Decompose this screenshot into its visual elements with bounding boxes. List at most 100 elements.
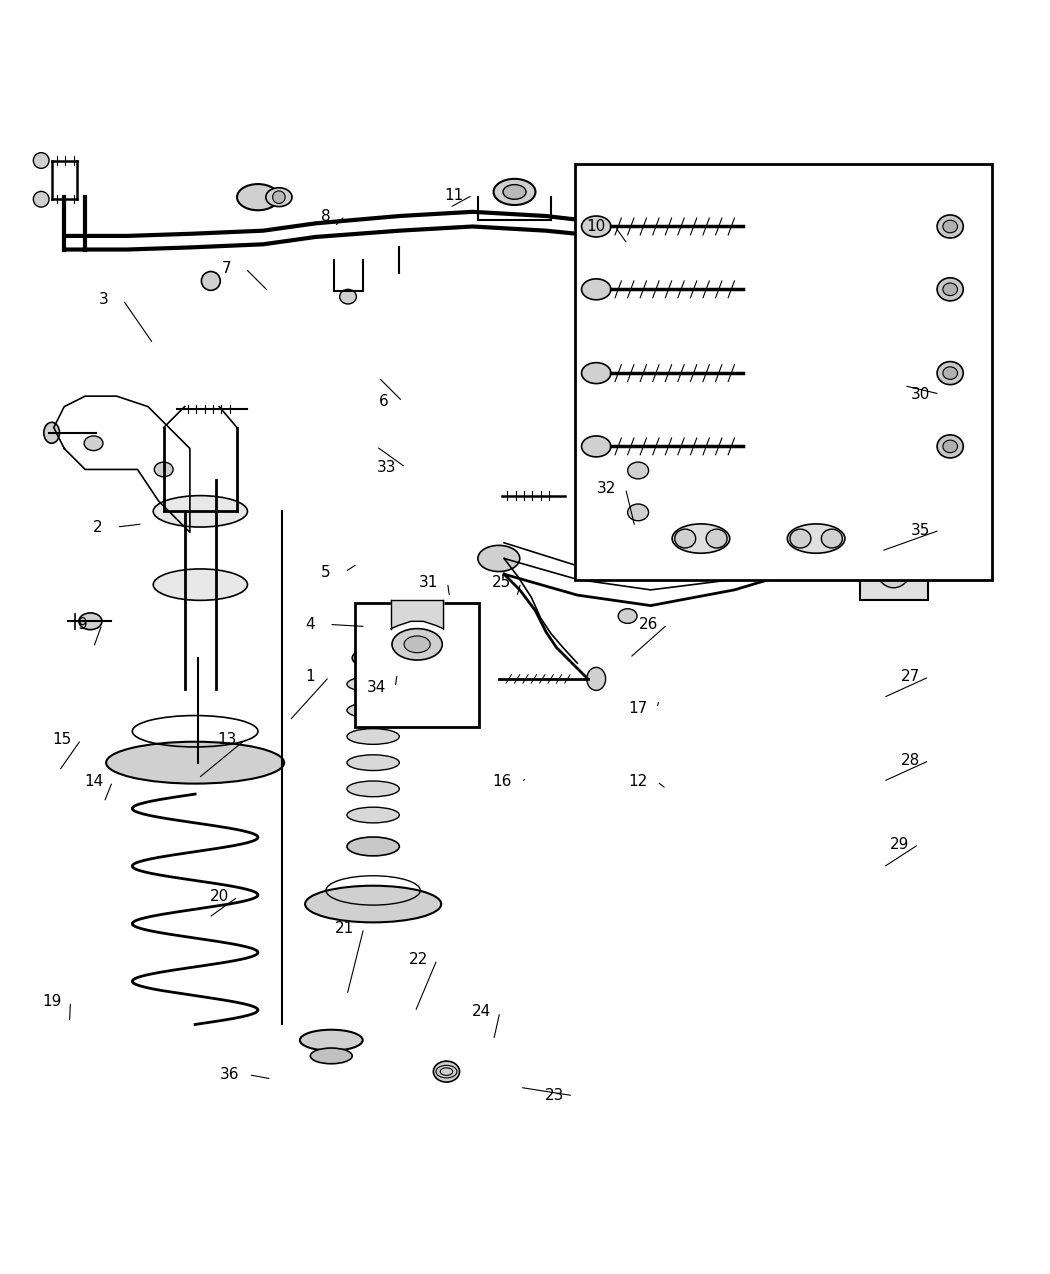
Text: 23: 23 [545,1088,564,1103]
Text: 2: 2 [92,520,103,535]
Ellipse shape [790,529,811,548]
Ellipse shape [587,668,606,691]
Text: 29: 29 [890,837,909,852]
Text: 16: 16 [492,775,511,789]
Text: 27: 27 [901,669,920,684]
Ellipse shape [874,535,914,587]
Bar [860,522,928,600]
Ellipse shape [901,371,914,383]
Ellipse shape [339,289,356,304]
Ellipse shape [266,187,292,206]
Ellipse shape [34,153,49,168]
Ellipse shape [503,185,526,199]
Ellipse shape [858,201,874,218]
Ellipse shape [346,676,399,692]
Ellipse shape [306,885,441,922]
Ellipse shape [392,628,442,660]
Ellipse shape [202,271,220,290]
Text: 22: 22 [408,952,427,967]
Ellipse shape [346,702,399,719]
Ellipse shape [273,191,286,204]
Text: 8: 8 [321,209,331,223]
Ellipse shape [582,436,611,457]
Ellipse shape [615,290,634,310]
Ellipse shape [943,220,958,233]
Ellipse shape [943,367,958,380]
Ellipse shape [434,1061,460,1082]
Ellipse shape [937,215,963,238]
Ellipse shape [404,636,430,652]
Text: 6: 6 [379,394,388,409]
Ellipse shape [943,440,958,452]
Ellipse shape [44,422,60,443]
Ellipse shape [346,729,399,744]
Ellipse shape [937,278,963,301]
Text: 9: 9 [78,617,88,632]
Text: 36: 36 [219,1068,239,1082]
Text: 1: 1 [306,669,315,684]
Text: 4: 4 [306,617,315,632]
Text: 24: 24 [471,1004,490,1019]
Text: 11: 11 [444,187,463,203]
Ellipse shape [494,178,536,205]
Ellipse shape [346,808,399,823]
Text: 20: 20 [210,889,229,905]
Ellipse shape [237,183,279,210]
Text: 17: 17 [629,701,648,716]
Ellipse shape [154,462,173,476]
Ellipse shape [707,529,727,548]
Text: 26: 26 [638,617,658,632]
Text: 15: 15 [52,733,71,747]
Text: 12: 12 [629,775,648,789]
Text: 35: 35 [911,522,930,538]
Ellipse shape [937,362,963,385]
Ellipse shape [884,443,907,475]
Ellipse shape [937,434,963,457]
Ellipse shape [153,496,248,527]
Text: 34: 34 [366,680,386,694]
Text: 13: 13 [217,733,236,747]
Ellipse shape [788,524,845,553]
Ellipse shape [618,609,637,623]
Text: 14: 14 [84,775,103,789]
Ellipse shape [869,371,882,383]
Text: 5: 5 [321,564,331,580]
Bar [575,163,992,581]
Ellipse shape [478,545,520,572]
Text: 10: 10 [587,219,606,234]
Text: 19: 19 [42,994,61,1009]
Text: 31: 31 [419,575,438,590]
Ellipse shape [675,529,696,548]
Ellipse shape [346,754,399,771]
Ellipse shape [346,781,399,796]
Text: 28: 28 [901,753,920,768]
Ellipse shape [300,1029,362,1051]
Ellipse shape [34,191,49,208]
Text: 21: 21 [335,921,355,935]
Text: 7: 7 [222,261,231,276]
Text: 25: 25 [492,575,511,590]
Ellipse shape [882,545,905,577]
Ellipse shape [153,569,248,600]
Ellipse shape [628,505,649,521]
Ellipse shape [582,217,611,237]
Ellipse shape [858,167,874,182]
Ellipse shape [672,524,730,553]
Text: 32: 32 [597,480,616,496]
Ellipse shape [84,436,103,451]
Bar [355,604,479,727]
Ellipse shape [943,283,958,296]
Ellipse shape [79,613,102,629]
Ellipse shape [875,431,917,488]
Ellipse shape [346,837,399,856]
Text: 30: 30 [911,386,930,401]
Ellipse shape [106,741,285,784]
Ellipse shape [582,279,611,299]
Bar [860,417,931,501]
Ellipse shape [582,363,611,383]
Ellipse shape [352,648,394,668]
Ellipse shape [311,1049,352,1064]
Ellipse shape [628,462,649,479]
Text: 33: 33 [377,460,397,475]
Ellipse shape [821,529,842,548]
